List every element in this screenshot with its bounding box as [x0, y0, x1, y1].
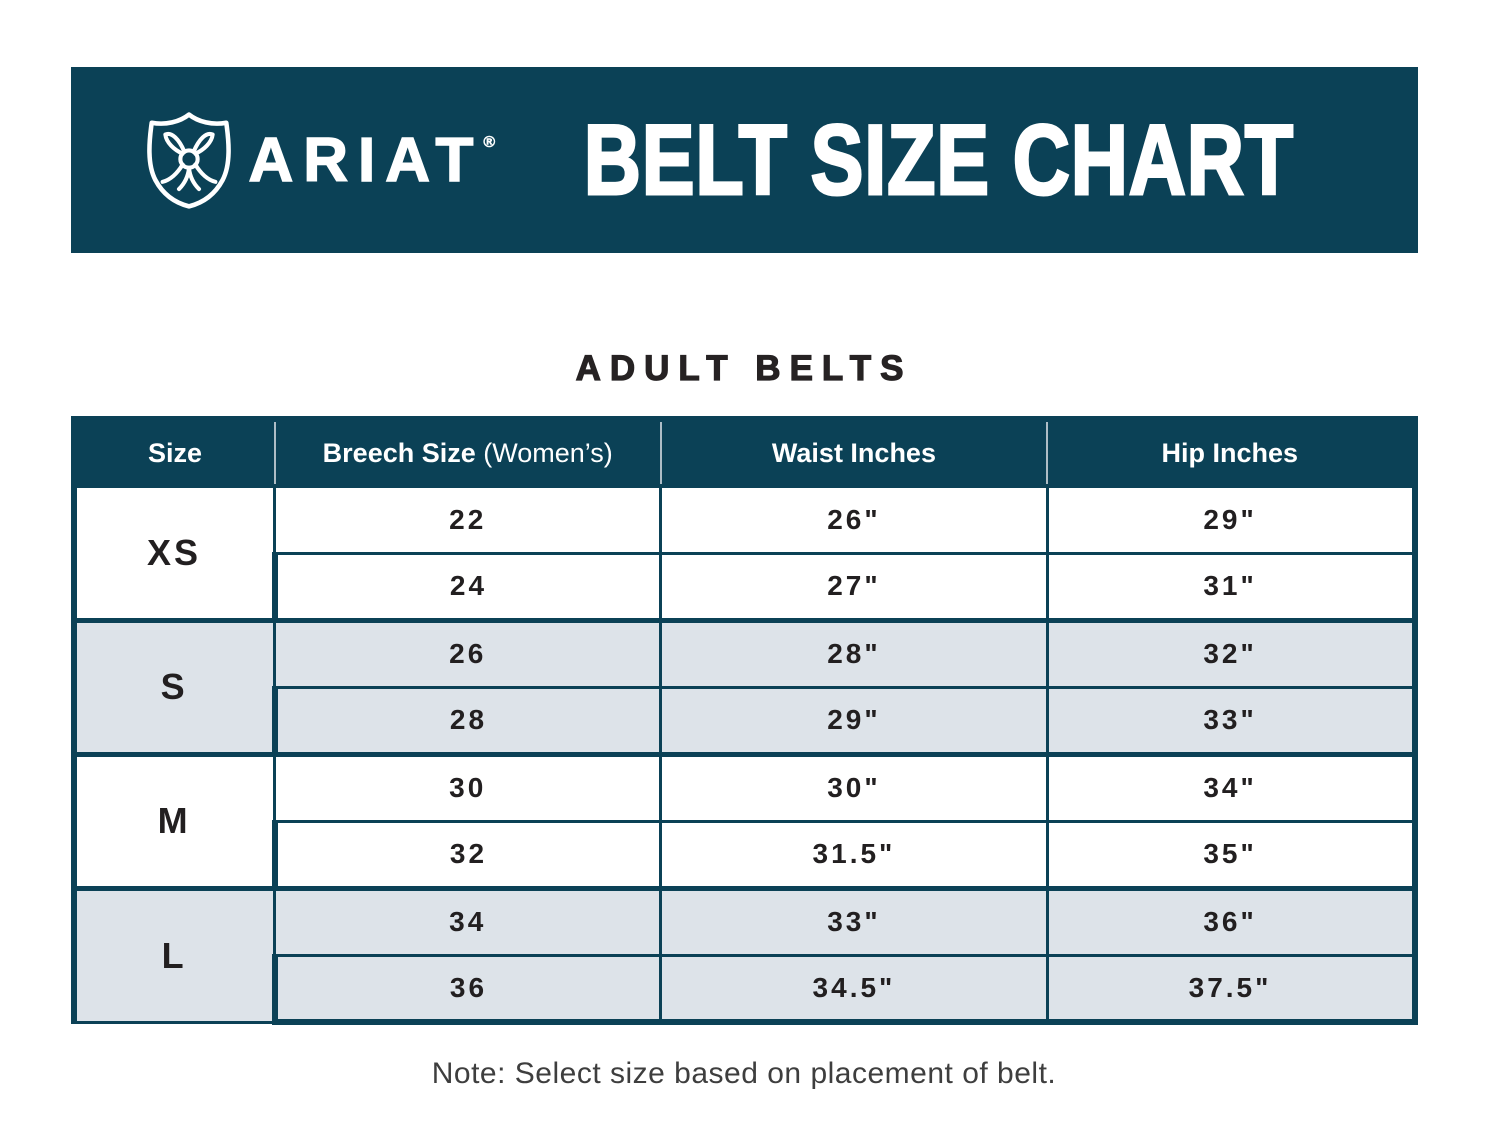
breech-value: 36 — [271, 953, 663, 1025]
belt-size-table: Size Breech Size (Women’s) Waist Inches … — [70, 416, 1418, 1025]
waist-value: 33" — [659, 885, 1049, 957]
size-label-s: S — [70, 617, 277, 756]
breech-value: 28 — [271, 685, 663, 756]
hip-value: 35" — [1045, 819, 1418, 890]
table-row: S 26 28" 32" — [70, 617, 1418, 756]
table-row: XS 22 26" 29" — [70, 484, 1418, 622]
breech-value: 24 — [271, 551, 663, 622]
column-header-size: Size — [70, 416, 276, 488]
table-row: L 34 33" 36" — [70, 885, 1418, 1024]
banner-title-wrap: BELT SIZE CHART — [495, 103, 1423, 217]
size-label-xs: XS — [70, 484, 277, 622]
footer-note: Note: Select size based on placement of … — [431, 1057, 1057, 1090]
table-header-row: Size Breech Size (Women’s) Waist Inches … — [70, 416, 1418, 488]
size-label-m: M — [70, 751, 277, 890]
breech-value: 34 — [273, 885, 663, 957]
hip-value: 32" — [1045, 617, 1418, 689]
waist-value: 28" — [659, 617, 1049, 689]
column-header-waist: Waist Inches — [659, 416, 1049, 488]
section-title: ADULT BELTS — [575, 348, 913, 388]
brand-name: ARIAT® — [248, 125, 496, 196]
waist-value: 26" — [659, 484, 1049, 555]
hip-value: 29" — [1045, 484, 1418, 555]
brand-lockup: ARIAT® — [143, 110, 496, 210]
hip-value: 37.5" — [1045, 953, 1418, 1025]
size-label-l: L — [70, 885, 277, 1024]
page-title: BELT SIZE CHART — [583, 103, 1295, 217]
breech-value: 22 — [273, 484, 663, 555]
ariat-shield-icon — [146, 112, 231, 209]
hip-value: 31" — [1045, 551, 1418, 622]
column-header-hip: Hip Inches — [1046, 416, 1418, 488]
registered-mark: ® — [483, 133, 496, 151]
breech-value: 26 — [273, 617, 663, 689]
waist-value: 27" — [659, 551, 1049, 622]
waist-value: 30" — [659, 751, 1049, 823]
waist-value: 34.5" — [659, 953, 1049, 1025]
table-row: M 30 30" 34" — [70, 751, 1418, 890]
hip-value: 34" — [1045, 751, 1418, 823]
breech-value: 32 — [271, 819, 663, 890]
header-banner: ARIAT® BELT SIZE CHART — [70, 67, 1418, 253]
hip-value: 33" — [1045, 685, 1418, 756]
table-row: 36 34.5" 37.5" — [74, 953, 1418, 1025]
breech-value: 30 — [273, 751, 663, 823]
waist-value: 29" — [659, 685, 1049, 756]
table-row: 28 29" 33" — [74, 685, 1418, 756]
table-row: 32 31.5" 35" — [74, 819, 1418, 890]
waist-value: 31.5" — [659, 819, 1049, 890]
table-row: 24 27" 31" — [74, 551, 1418, 622]
column-header-breech: Breech Size (Women’s) — [273, 416, 662, 488]
hip-value: 36" — [1045, 885, 1418, 957]
